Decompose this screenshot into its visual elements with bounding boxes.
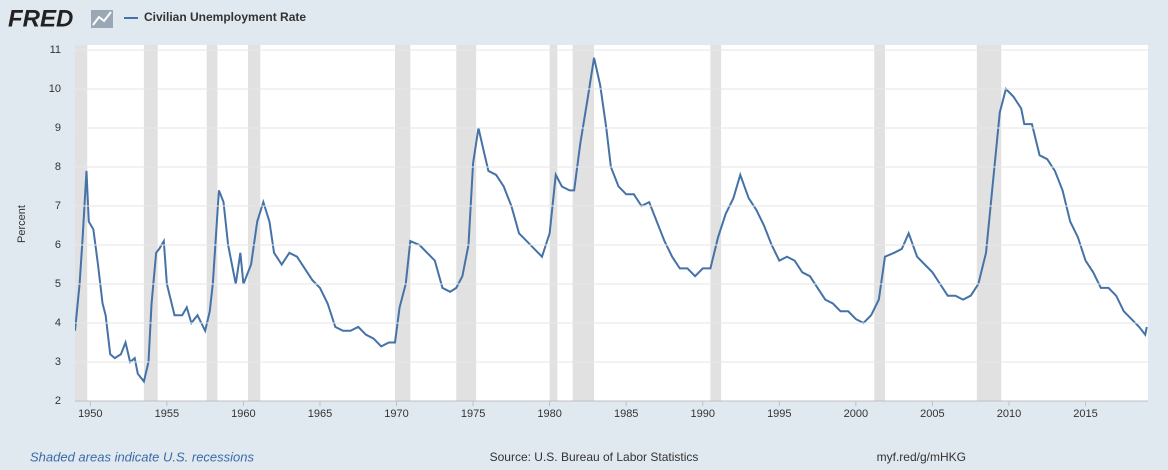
plot-clip [75, 45, 1148, 401]
x-tick-label: 2015 [1073, 408, 1097, 420]
x-tick-label: 1995 [767, 408, 791, 420]
y-tick-label: 9 [55, 122, 61, 134]
y-tick-label: 2 [55, 395, 61, 407]
y-tick-label: 4 [55, 317, 61, 329]
logo-icon [91, 10, 113, 28]
x-tick-label: 2000 [844, 408, 868, 420]
x-tick-label: 1950 [78, 408, 102, 420]
recession-band [572, 45, 595, 401]
data-line [75, 57, 1148, 384]
recession-band [549, 45, 558, 401]
logo: FRED [8, 5, 73, 32]
x-tick-label: 1990 [691, 408, 715, 420]
x-tick-label: 1985 [614, 408, 638, 420]
x-tick-label: 1960 [231, 408, 255, 420]
recession-band [248, 45, 261, 401]
recession-band [710, 45, 722, 401]
x-tick-label: 2005 [920, 408, 944, 420]
recession-band [143, 45, 158, 401]
recession-band [874, 45, 885, 401]
recession-band [456, 45, 477, 401]
x-tick-label: 1955 [155, 408, 179, 420]
x-tick-label: 1965 [308, 408, 332, 420]
footer-link[interactable]: myf.red/g/mHKG [877, 450, 966, 464]
x-tick-label: 1980 [537, 408, 561, 420]
y-tick-label: 10 [49, 83, 61, 95]
x-tick-label: 1975 [461, 408, 485, 420]
footer-source: Source: U.S. Bureau of Labor Statistics [490, 450, 699, 464]
x-tick-label: 2010 [997, 408, 1021, 420]
recession-band [206, 45, 218, 401]
y-tick-label: 11 [50, 44, 61, 56]
recession-band [395, 45, 411, 401]
y-tick-label: 5 [55, 278, 61, 290]
footer-note[interactable]: Shaded areas indicate U.S. recessions [30, 449, 255, 464]
y-tick-label: 8 [55, 161, 61, 173]
x-tick-label: 1970 [384, 408, 408, 420]
y-tick-label: 7 [55, 200, 61, 212]
y-axis-label: Percent [16, 205, 28, 243]
y-tick-label: 6 [55, 239, 61, 251]
y-tick-label: 3 [55, 356, 61, 368]
recession-band [75, 45, 88, 401]
legend-label: Civilian Unemployment Rate [144, 10, 306, 24]
